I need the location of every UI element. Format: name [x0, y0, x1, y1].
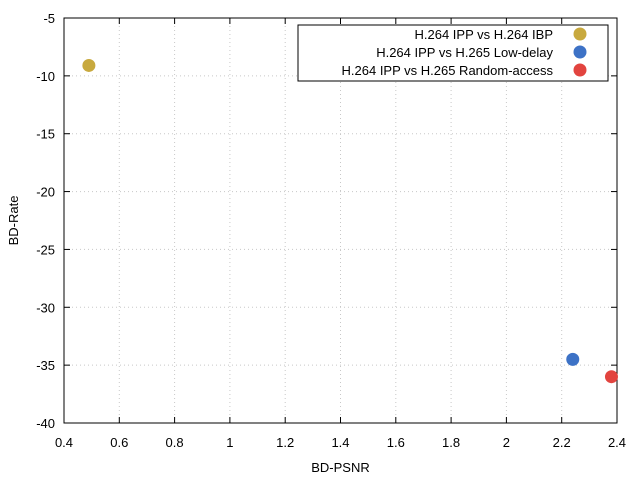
- legend-marker: [573, 27, 587, 41]
- legend-marker: [573, 45, 587, 59]
- grid-lines: [63, 17, 618, 424]
- x-axis-label: BD-PSNR: [311, 460, 370, 475]
- y-tick-label: -35: [36, 358, 55, 373]
- y-tick-label: -10: [36, 69, 55, 84]
- y-tick-label: -40: [36, 416, 55, 431]
- legend-box: [297, 24, 609, 82]
- x-tick-label: 1.8: [442, 435, 460, 450]
- y-tick-label: -5: [43, 11, 55, 26]
- data-points: [82, 58, 618, 384]
- legend-label: H.264 IPP vs H.265 Low-delay: [376, 45, 553, 60]
- y-tick-label: -25: [36, 242, 55, 257]
- legend: H.264 IPP vs H.264 IBP H.264 IPP vs H.265…: [297, 24, 609, 82]
- data-point: [604, 370, 618, 384]
- legend-label: H.264 IPP vs H.264 IBP: [415, 27, 554, 42]
- legend-label: H.264 IPP vs H.265 Random-access: [342, 63, 554, 78]
- y-axis-label: BD-Rate: [6, 196, 21, 246]
- y-tick-label: -15: [36, 127, 55, 142]
- y-tick-labels: -40 -35 -30 -25 -20 -15 -10 -5: [36, 11, 55, 431]
- data-point: [566, 352, 580, 366]
- x-tick-label: 2.4: [608, 435, 626, 450]
- legend-marker: [573, 63, 587, 77]
- x-tick-label: 0.6: [110, 435, 128, 450]
- data-point: [82, 58, 96, 72]
- x-tick-label: 2.2: [553, 435, 571, 450]
- plot-frame: [63, 17, 618, 424]
- x-tick-label: 2: [503, 435, 510, 450]
- x-tick-label: 1: [226, 435, 233, 450]
- x-tick-label: 1.6: [387, 435, 405, 450]
- legend-entries: H.264 IPP vs H.264 IBP H.264 IPP vs H.265…: [342, 27, 587, 78]
- x-tick-label: 1.4: [331, 435, 349, 450]
- x-tick-label: 1.2: [276, 435, 294, 450]
- x-tick-label: 0.4: [55, 435, 73, 450]
- y-tick-label: -30: [36, 300, 55, 315]
- x-tick-label: 0.8: [166, 435, 184, 450]
- x-tick-labels: 0.4 0.6 0.8 1 1.2 1.4 1.6 1.8 2 2.2 2.4: [55, 435, 626, 450]
- y-tick-label: -20: [36, 185, 55, 200]
